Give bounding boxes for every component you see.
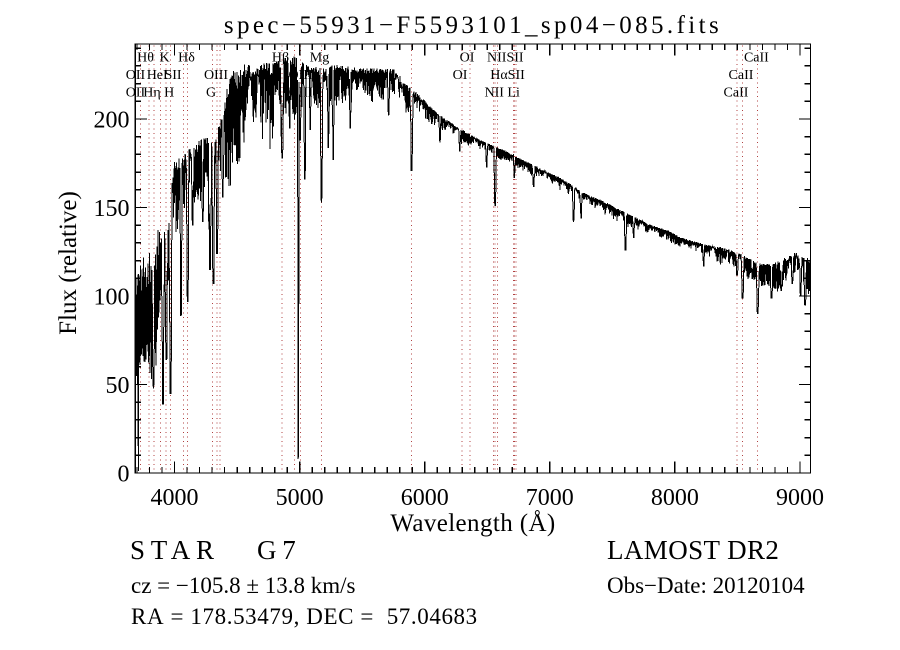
svg-text:50: 50 bbox=[106, 373, 130, 399]
svg-text:HeI: HeI bbox=[147, 68, 168, 83]
svg-text:LAMOST DR2: LAMOST DR2 bbox=[607, 535, 779, 565]
svg-text:6000: 6000 bbox=[401, 485, 449, 511]
svg-text:Wavelength (Å): Wavelength (Å) bbox=[390, 510, 555, 537]
svg-text:0: 0 bbox=[118, 462, 130, 488]
svg-text:SII: SII bbox=[164, 68, 181, 83]
svg-text:cz = −105.8 ± 13.8 km/s: cz = −105.8 ± 13.8 km/s bbox=[131, 573, 356, 598]
svg-text:STAR G7: STAR G7 bbox=[130, 535, 301, 565]
svg-text:150: 150 bbox=[94, 196, 130, 222]
svg-text:spec−55931−F5593101_sp04−085.f: spec−55931−F5593101_sp04−085.fits bbox=[224, 12, 722, 39]
svg-text:Obs−Date: 20120104: Obs−Date: 20120104 bbox=[607, 573, 805, 598]
svg-text:K: K bbox=[159, 51, 169, 66]
svg-text:OI: OI bbox=[453, 68, 468, 83]
svg-text:OIII: OIII bbox=[204, 68, 228, 83]
svg-text:G: G bbox=[206, 86, 216, 101]
svg-text:9000: 9000 bbox=[776, 485, 824, 511]
svg-text:Hδ: Hδ bbox=[178, 51, 195, 66]
svg-text:HαSII: HαSII bbox=[490, 68, 525, 83]
svg-text:5000: 5000 bbox=[276, 485, 324, 511]
svg-text:8000: 8000 bbox=[651, 485, 699, 511]
svg-text:Mg: Mg bbox=[310, 51, 329, 66]
svg-text:OII: OII bbox=[126, 86, 146, 101]
svg-text:OII: OII bbox=[126, 68, 146, 83]
svg-text:200: 200 bbox=[94, 108, 130, 134]
svg-text:NII Li: NII Li bbox=[485, 86, 520, 101]
svg-text:OI: OI bbox=[460, 51, 475, 66]
svg-text:100: 100 bbox=[94, 285, 130, 311]
svg-text:RA = 178.53479, DEC = 57.0468: RA = 178.53479, DEC = 57.04683 bbox=[131, 604, 478, 629]
svg-text:H: H bbox=[164, 86, 174, 101]
svg-text:CaII: CaII bbox=[729, 68, 754, 83]
svg-text:4000: 4000 bbox=[151, 485, 199, 511]
svg-text:Hθ: Hθ bbox=[137, 51, 154, 66]
svg-text:Flux (relative): Flux (relative) bbox=[55, 191, 82, 335]
svg-text:NIISII: NIISII bbox=[487, 51, 524, 66]
svg-text:CaII: CaII bbox=[744, 51, 769, 66]
svg-text:Hη: Hη bbox=[143, 86, 160, 101]
svg-text:7000: 7000 bbox=[526, 485, 574, 511]
svg-text:CaII: CaII bbox=[724, 86, 749, 101]
